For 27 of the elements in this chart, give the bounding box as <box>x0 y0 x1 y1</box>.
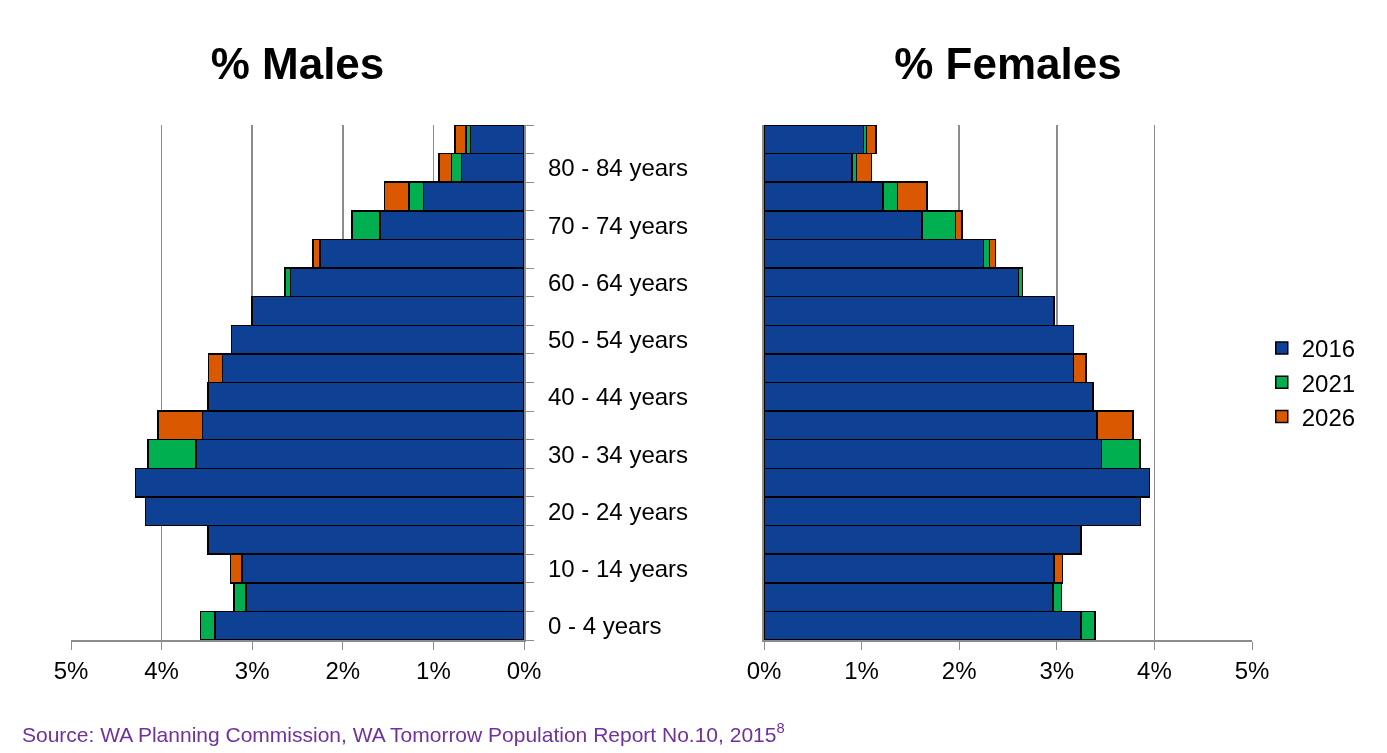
y-tick-label: 40 - 44 years <box>548 383 689 410</box>
y-tick-label: 50 - 54 years <box>548 326 689 353</box>
y-tick-label: 80 - 84 years <box>548 154 689 181</box>
x-tick-label: 0% <box>746 656 782 684</box>
x-tick-label: 4% <box>144 656 179 684</box>
x-tick-label: 4% <box>1137 656 1172 684</box>
source-note: Source: WA Planning Commission, WA Tomorrow Population Report No.10, 2015$^{8}$ <box>22 720 785 746</box>
legend-label: 2026 <box>1301 403 1356 431</box>
x-tick-label: 2% <box>325 656 361 684</box>
x-tick-label: 0% <box>506 656 542 684</box>
x-tick-label: 3% <box>234 656 270 684</box>
chart-title: % Females <box>894 39 1122 89</box>
x-tick-label: 1% <box>844 656 879 684</box>
y-tick-label: 0 - 4 years <box>548 612 662 639</box>
y-tick-label: 10 - 14 years <box>548 555 689 582</box>
legend-label: 2016 <box>1301 335 1356 363</box>
y-tick-label: 20 - 24 years <box>548 498 689 525</box>
x-tick-label: 1% <box>416 656 451 684</box>
chart-title: % Males <box>210 39 385 89</box>
x-tick-label: 2% <box>941 656 977 684</box>
y-tick-label: 60 - 64 years <box>548 269 689 296</box>
legend-label: 2021 <box>1301 369 1356 397</box>
x-tick-label: 5% <box>53 656 89 684</box>
x-tick-label: 5% <box>1234 656 1270 684</box>
y-tick-label: 30 - 34 years <box>548 441 689 468</box>
y-tick-label: 70 - 74 years <box>548 212 689 239</box>
x-tick-label: 3% <box>1039 656 1075 684</box>
